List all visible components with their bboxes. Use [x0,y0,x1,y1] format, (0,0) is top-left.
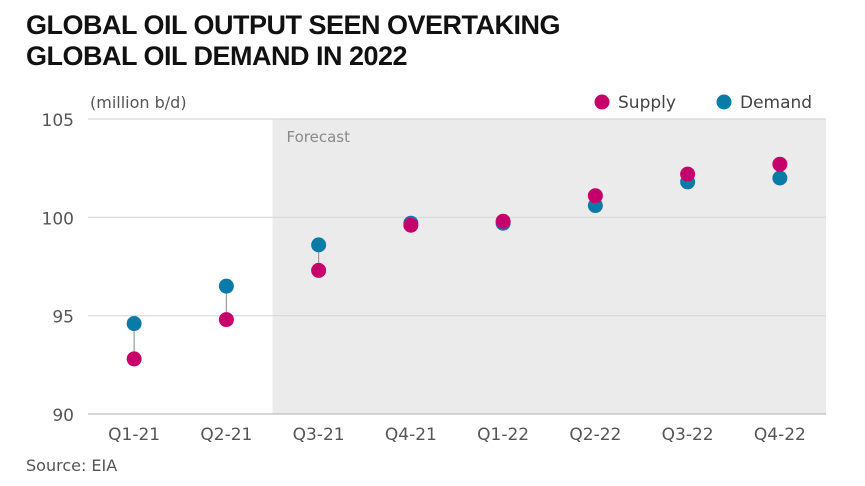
y-tick-label: 95 [52,308,74,328]
y-axis-unit-label: (million b/d) [90,93,187,112]
y-axis-tick-labels: 90 95 100 105 [42,111,74,426]
y-tick-label: 90 [52,406,74,426]
x-tick-label: Q1-21 [108,425,160,445]
chart-title-line-2: GLOBAL OIL DEMAND IN 2022 [26,41,408,71]
supply-point [403,217,419,233]
demand-point [218,278,234,294]
supply-point [311,262,327,278]
x-tick-label: Q1-22 [477,425,529,445]
legend-label-supply: Supply [618,93,676,113]
y-tick-label: 100 [42,209,74,229]
x-tick-label: Q4-22 [754,425,806,445]
chart-title-line-1: GLOBAL OIL OUTPUT SEEN OVERTAKING [26,10,561,40]
x-tick-label: Q2-22 [569,425,621,445]
legend-swatch-demand [716,94,732,110]
x-tick-label: Q3-22 [662,425,714,445]
demand-point [772,170,788,186]
x-tick-label: Q2-21 [200,425,252,445]
gridlines [88,118,826,415]
data-points [126,156,788,367]
source-note: Source: EIA [26,456,118,475]
legend-label-demand: Demand [740,93,812,113]
legend-swatch-supply [594,94,610,110]
supply-point [218,312,234,328]
legend: Supply Demand [594,93,812,113]
forecast-label: Forecast [287,128,351,146]
demand-point [126,316,142,332]
supply-point [126,351,142,367]
x-axis-tick-labels: Q1-21 Q2-21 Q3-21 Q4-21 Q1-22 Q2-22 Q3-22 Q4-22 [108,425,806,445]
x-tick-label: Q3-21 [293,425,345,445]
chart-title: GLOBAL OIL OUTPUT SEEN OVERTAKING GLOBAL… [26,10,561,72]
x-tick-label: Q4-21 [385,425,437,445]
demand-point [311,237,327,253]
supply-point [495,213,511,229]
supply-point [680,166,696,182]
y-tick-label: 105 [42,111,74,131]
supply-point [587,188,603,204]
supply-point [772,156,788,172]
forecast-region [272,119,826,414]
